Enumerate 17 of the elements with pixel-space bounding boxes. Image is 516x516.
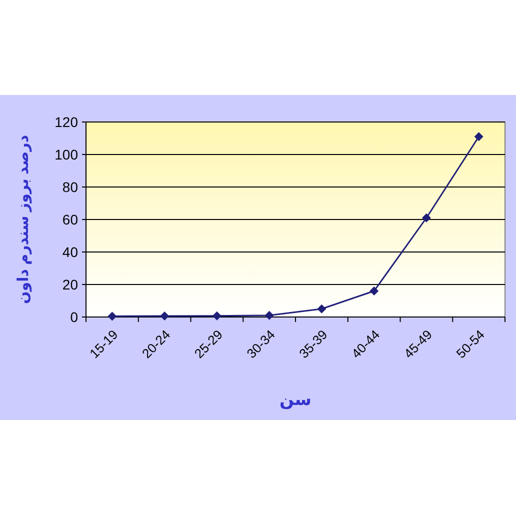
point xyxy=(108,312,117,321)
y-tick-label: 40 xyxy=(62,244,78,260)
y-tick-label: 60 xyxy=(62,212,78,228)
y-tick-label: 80 xyxy=(62,179,78,195)
y-tick-label: 120 xyxy=(54,114,78,130)
point xyxy=(317,304,326,314)
point xyxy=(264,310,274,320)
x-axis-title: سن xyxy=(279,390,312,410)
point xyxy=(422,213,431,222)
y-tick-label: 20 xyxy=(62,276,78,292)
y-axis-title: درصد بروز سندرم داون xyxy=(15,134,32,304)
y-tick-label: 100 xyxy=(54,146,78,162)
point xyxy=(212,311,222,320)
point xyxy=(370,286,379,296)
y-tick-label: 0 xyxy=(70,309,78,325)
point xyxy=(474,132,484,142)
point xyxy=(160,312,170,321)
